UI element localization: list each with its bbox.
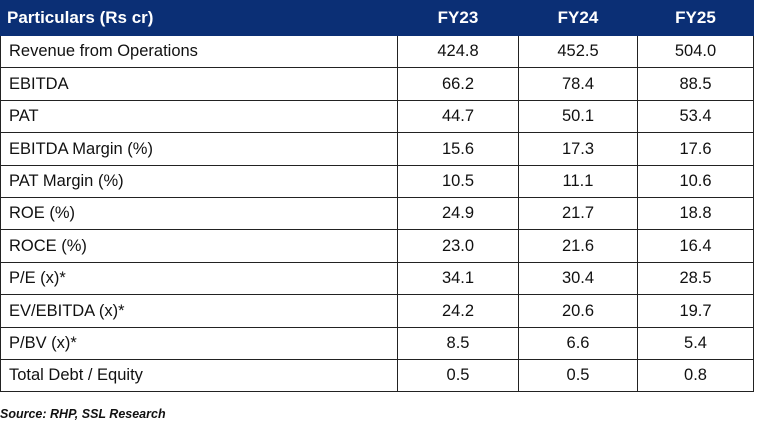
cell-fy24: 11.1: [518, 164, 638, 198]
cell-fy24: 50.1: [518, 99, 638, 134]
table-row: ROE (%) 24.9 21.7 18.8: [0, 196, 754, 231]
cell-fy25: 17.6: [637, 132, 754, 166]
row-label: EBITDA: [0, 67, 398, 101]
cell-fy23: 24.9: [397, 196, 519, 231]
row-label: P/BV (x)*: [0, 326, 398, 360]
cell-fy25: 16.4: [637, 229, 754, 263]
cell-fy25: 88.5: [637, 67, 754, 101]
cell-fy23: 34.1: [397, 261, 519, 296]
cell-fy24: 452.5: [518, 34, 638, 69]
cell-fy24: 21.6: [518, 229, 638, 263]
row-label: EBITDA Margin (%): [0, 132, 398, 166]
header-fy24: FY24: [518, 0, 638, 36]
cell-fy24: 30.4: [518, 261, 638, 296]
table-row: P/E (x)* 34.1 30.4 28.5: [0, 261, 754, 296]
financials-table-container: Particulars (Rs cr) FY23 FY24 FY25 Reven…: [0, 0, 754, 393]
financials-table: Particulars (Rs cr) FY23 FY24 FY25 Reven…: [0, 0, 754, 393]
cell-fy23: 24.2: [397, 294, 519, 328]
table-row: EBITDA 66.2 78.4 88.5: [0, 67, 754, 101]
cell-fy25: 5.4: [637, 326, 754, 360]
cell-fy25: 19.7: [637, 294, 754, 328]
cell-fy25: 0.8: [637, 358, 754, 393]
cell-fy24: 6.6: [518, 326, 638, 360]
cell-fy23: 0.5: [397, 358, 519, 393]
row-label: P/E (x)*: [0, 261, 398, 296]
table-header-row: Particulars (Rs cr) FY23 FY24 FY25: [0, 0, 754, 36]
row-label: ROCE (%): [0, 229, 398, 263]
header-fy23: FY23: [397, 0, 519, 36]
table-row: Revenue from Operations 424.8 452.5 504.…: [0, 34, 754, 69]
source-note: Source: RHP, SSL Research: [0, 407, 166, 421]
row-label: Total Debt / Equity: [0, 358, 398, 393]
cell-fy24: 17.3: [518, 132, 638, 166]
cell-fy25: 10.6: [637, 164, 754, 198]
cell-fy25: 28.5: [637, 261, 754, 296]
cell-fy23: 15.6: [397, 132, 519, 166]
cell-fy23: 23.0: [397, 229, 519, 263]
table-row: PAT 44.7 50.1 53.4: [0, 99, 754, 134]
table-row: PAT Margin (%) 10.5 11.1 10.6: [0, 164, 754, 198]
cell-fy25: 504.0: [637, 34, 754, 69]
cell-fy24: 78.4: [518, 67, 638, 101]
table-row: ROCE (%) 23.0 21.6 16.4: [0, 229, 754, 263]
header-fy25: FY25: [637, 0, 754, 36]
row-label: Revenue from Operations: [0, 34, 398, 69]
cell-fy23: 66.2: [397, 67, 519, 101]
cell-fy25: 53.4: [637, 99, 754, 134]
cell-fy24: 20.6: [518, 294, 638, 328]
cell-fy23: 424.8: [397, 34, 519, 69]
cell-fy23: 8.5: [397, 326, 519, 360]
header-particulars: Particulars (Rs cr): [0, 0, 398, 36]
cell-fy25: 18.8: [637, 196, 754, 231]
row-label: PAT Margin (%): [0, 164, 398, 198]
table-row: EBITDA Margin (%) 15.6 17.3 17.6: [0, 132, 754, 166]
table-row: P/BV (x)* 8.5 6.6 5.4: [0, 326, 754, 360]
row-label: PAT: [0, 99, 398, 134]
row-label: ROE (%): [0, 196, 398, 231]
cell-fy24: 21.7: [518, 196, 638, 231]
cell-fy23: 44.7: [397, 99, 519, 134]
row-label: EV/EBITDA (x)*: [0, 294, 398, 328]
cell-fy24: 0.5: [518, 358, 638, 393]
table-row: EV/EBITDA (x)* 24.2 20.6 19.7: [0, 294, 754, 328]
cell-fy23: 10.5: [397, 164, 519, 198]
table-row: Total Debt / Equity 0.5 0.5 0.8: [0, 358, 754, 393]
